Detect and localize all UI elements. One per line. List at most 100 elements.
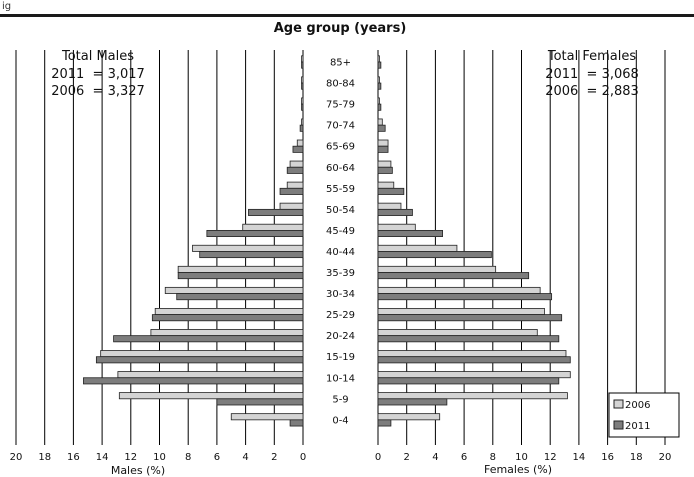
total-females-2011: 2011 = 3,068 — [545, 67, 639, 82]
bar-females-2011 — [377, 82, 382, 90]
bar-females-2011 — [377, 124, 386, 132]
bar-females-2011 — [377, 398, 448, 406]
age-group-label: 35-39 — [326, 268, 355, 279]
bar-males-2011 — [177, 272, 304, 280]
bar-females-2011 — [377, 187, 405, 195]
total-males-title: Total Males — [61, 49, 134, 64]
bar-males-2011 — [248, 208, 304, 216]
bar-females-2011 — [377, 145, 389, 153]
bar-males-2011 — [199, 251, 304, 259]
legend-label-2006: 2006 — [625, 400, 650, 411]
figure-caption-text: ig — [2, 1, 12, 12]
bar-males-2006 — [230, 413, 304, 421]
caption-divider — [0, 14, 694, 17]
x-axis-label-males: Males (%) — [111, 464, 165, 477]
chart-title: Age group (years) — [274, 21, 407, 36]
bar-males-2006 — [301, 118, 304, 126]
bar-females-2006 — [377, 118, 383, 126]
age-group-label: 30-34 — [326, 289, 355, 300]
bar-males-2011 — [206, 229, 304, 237]
bar-females-2011 — [377, 335, 560, 343]
bar-males-2011 — [176, 293, 304, 301]
bar-females-2011 — [377, 103, 382, 111]
x-tick-label-males: 8 — [185, 452, 191, 463]
age-group-label: 50-54 — [326, 205, 355, 216]
x-tick-label-males: 20 — [10, 452, 23, 463]
bar-males-2011 — [301, 103, 304, 111]
age-group-label: 70-74 — [326, 121, 355, 132]
x-tick-label-females: 20 — [659, 452, 672, 463]
bar-females-2006 — [377, 223, 416, 231]
x-tick-label-females: 2 — [404, 452, 410, 463]
bar-females-2011 — [377, 229, 443, 237]
age-group-label: 75-79 — [326, 100, 355, 111]
bars — [83, 55, 571, 427]
bar-females-2006 — [377, 181, 395, 189]
x-tick-label-males: 14 — [96, 452, 109, 463]
total-males-2006: 2006 = 3,327 — [51, 84, 145, 99]
age-group-label: 0-4 — [332, 415, 348, 426]
bar-males-2011 — [301, 61, 304, 69]
total-males-2011: 2011 = 3,017 — [51, 67, 145, 82]
x-tick-label-males: 18 — [38, 452, 51, 463]
x-tick-label-males: 6 — [214, 452, 220, 463]
x-tick-label-females: 6 — [461, 452, 467, 463]
x-tick-label-females: 12 — [544, 452, 557, 463]
age-group-label: 25-29 — [326, 310, 355, 321]
bar-males-2006 — [117, 371, 304, 379]
x-tick-label-females: 18 — [630, 452, 643, 463]
bar-females-2006 — [377, 139, 389, 147]
age-group-label: 5-9 — [332, 394, 348, 405]
bar-females-2006 — [377, 76, 380, 84]
figure-caption-bar: ig — [0, 0, 694, 14]
age-group-labels: 85+ 80-84 75-79 70-74 65-69 60-64 55-59 50-54 45… — [326, 58, 355, 427]
bar-females-2006 — [377, 202, 402, 210]
x-axis-label-females: Females (%) — [484, 463, 552, 476]
bar-males-2011 — [286, 166, 304, 174]
bar-males-2006 — [177, 265, 304, 273]
legend-swatch-2006 — [613, 399, 624, 409]
total-females-2006: 2006 = 2,883 — [545, 84, 639, 99]
bar-females-2011 — [377, 208, 413, 216]
bar-males-2006 — [154, 307, 304, 315]
age-group-label: 85+ — [330, 58, 351, 69]
bar-females-2006 — [377, 244, 458, 252]
x-tick-label-males: 10 — [153, 452, 166, 463]
bar-females-2006 — [377, 160, 392, 168]
x-tick-label-males: 4 — [242, 452, 248, 463]
age-group-label: 15-19 — [326, 352, 355, 363]
bar-males-2006 — [296, 139, 304, 147]
x-tick-label-females: 4 — [432, 452, 438, 463]
x-tick-label-females: 16 — [601, 452, 614, 463]
x-tick-label-females: 0 — [375, 452, 381, 463]
bar-males-2011 — [279, 187, 304, 195]
age-group-label: 55-59 — [326, 184, 355, 195]
age-group-label: 65-69 — [326, 142, 355, 153]
bar-females-2011 — [377, 419, 392, 427]
x-tick-label-females: 10 — [515, 452, 528, 463]
bar-females-2006 — [377, 371, 571, 379]
bar-males-2011 — [113, 335, 304, 343]
bar-males-2006 — [192, 244, 304, 252]
bar-males-2006 — [289, 160, 304, 168]
bar-males-2006 — [242, 223, 304, 231]
bar-females-2011 — [377, 356, 571, 364]
bar-females-2011 — [377, 166, 393, 174]
legend: 2006 2011 — [608, 392, 680, 438]
age-group-label: 40-44 — [326, 247, 355, 258]
bar-females-2011 — [377, 251, 492, 259]
bar-males-2006 — [301, 76, 304, 84]
bar-females-2006 — [377, 55, 380, 63]
bar-males-2006 — [286, 181, 304, 189]
age-group-label: 80-84 — [326, 79, 355, 90]
bar-females-2006 — [377, 392, 568, 400]
bar-males-2011 — [289, 419, 304, 427]
bar-females-2011 — [377, 314, 563, 322]
bar-females-2006 — [377, 329, 538, 337]
x-tick-label-females: 8 — [490, 452, 496, 463]
bar-females-2006 — [377, 307, 545, 315]
bar-females-2006 — [377, 350, 567, 358]
age-group-label: 20-24 — [326, 331, 355, 342]
bar-males-2011 — [299, 124, 304, 132]
